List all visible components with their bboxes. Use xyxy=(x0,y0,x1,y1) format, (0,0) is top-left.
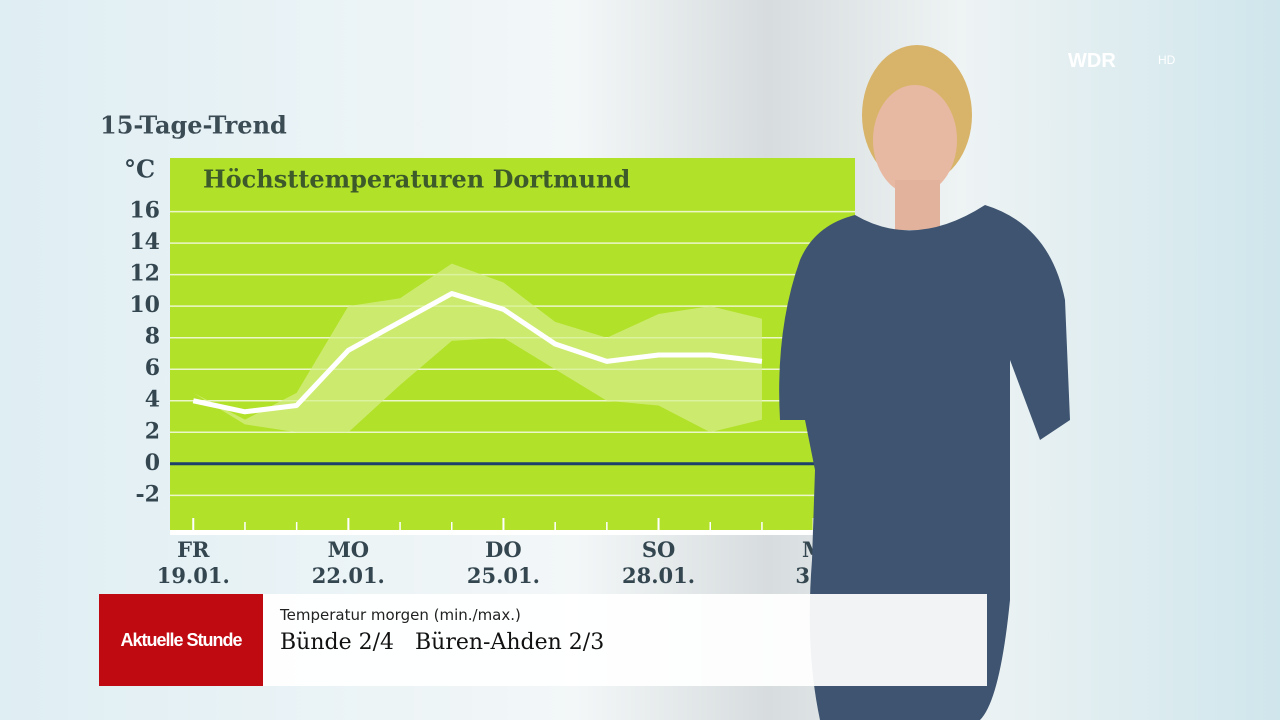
y-tick-label: 8 xyxy=(145,324,160,350)
chart-title: Höchsttemperaturen Dortmund xyxy=(203,165,630,194)
channel-logo: WDR xyxy=(1068,50,1116,72)
y-tick-label: 14 xyxy=(129,229,160,255)
range-band xyxy=(193,263,762,433)
page-title: 15-Tage-Trend xyxy=(100,111,287,140)
y-tick-label: -2 xyxy=(136,481,160,507)
x-tick-label: SO 28.01. xyxy=(622,537,696,588)
y-tick-label: 12 xyxy=(129,261,160,287)
ticker-subtitle: Temperatur morgen (min./max.) xyxy=(280,606,521,624)
y-tick-label: 2 xyxy=(145,418,160,444)
y-axis-label: °C xyxy=(124,155,155,184)
y-tick-label: 6 xyxy=(145,355,160,381)
x-tick-label: FR 19.01. xyxy=(156,537,230,588)
presenter-neck xyxy=(895,180,940,230)
presenter-dress xyxy=(779,205,1070,720)
x-tick-label: DO 25.01. xyxy=(466,537,540,588)
temperature-line xyxy=(192,291,763,415)
plot-bottom-strip xyxy=(170,530,855,535)
y-tick-label: 16 xyxy=(129,198,160,224)
ticker-box: Temperatur morgen (min./max.) Bünde 2/4 … xyxy=(263,594,987,686)
x-tick-label: MO 22.01. xyxy=(311,537,385,588)
y-tick-label: 0 xyxy=(145,450,160,476)
y-tick-label: 4 xyxy=(145,387,160,413)
y-tick-label: 10 xyxy=(129,292,160,318)
presenter-face xyxy=(873,85,957,195)
ticker-text: Bünde 2/4 Büren-Ahden 2/3 xyxy=(280,630,605,655)
hd-badge: HD xyxy=(1158,53,1176,67)
ticker-label: Aktuelle Stunde xyxy=(99,594,263,686)
